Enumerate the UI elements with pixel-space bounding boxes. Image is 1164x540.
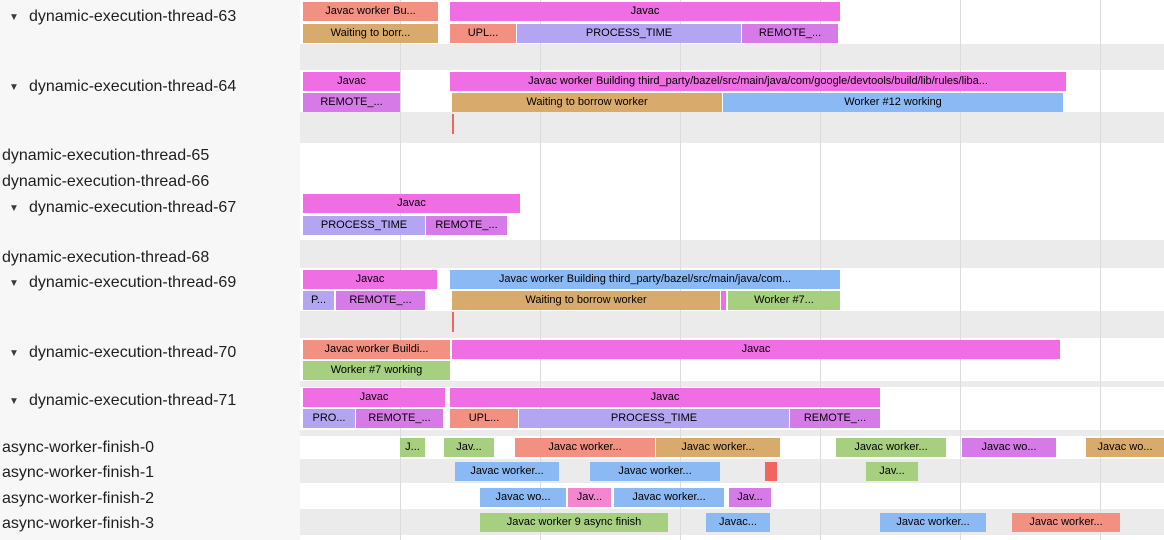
trace-slice[interactable]: Jav... bbox=[729, 488, 771, 507]
trace-slice[interactable]: Javac worker... bbox=[614, 488, 724, 507]
red-marker-slice[interactable] bbox=[452, 312, 454, 332]
trace-slice[interactable]: Javac bbox=[303, 194, 520, 213]
trace-slice[interactable]: Javac... bbox=[706, 513, 770, 532]
thread-row[interactable]: ▼ dynamic-execution-thread-70 bbox=[0, 343, 236, 363]
trace-slice[interactable]: REMOTE_... bbox=[742, 24, 838, 43]
collapse-arrow-icon[interactable]: ▼ bbox=[9, 395, 19, 407]
thread-name: dynamic-execution-thread-63 bbox=[29, 8, 237, 25]
thread-row[interactable]: async-worker-finish-3 bbox=[0, 514, 154, 534]
collapse-arrow-icon[interactable]: ▼ bbox=[9, 11, 19, 23]
trace-slice[interactable]: Javac worker Building third_party/bazel/… bbox=[450, 270, 840, 289]
trace-slice[interactable]: REMOTE_... bbox=[336, 291, 425, 310]
trace-slice[interactable]: Javac worker... bbox=[515, 438, 655, 457]
trace-slice[interactable]: Javac bbox=[303, 72, 400, 91]
trace-slice[interactable]: Javac worker... bbox=[455, 462, 559, 481]
trace-slice[interactable] bbox=[721, 291, 726, 310]
thread-name: async-worker-finish-0 bbox=[2, 439, 155, 456]
trace-slice[interactable]: Javac wo... bbox=[480, 488, 566, 507]
trace-slice[interactable]: Waiting to borr... bbox=[303, 24, 438, 43]
thread-row[interactable]: dynamic-execution-thread-66 bbox=[0, 172, 209, 192]
thread-name: dynamic-execution-thread-71 bbox=[29, 392, 237, 409]
collapse-arrow-icon[interactable]: ▼ bbox=[9, 277, 19, 289]
thread-row[interactable]: ▼ dynamic-execution-thread-71 bbox=[0, 391, 236, 411]
thread-name: async-worker-finish-1 bbox=[2, 464, 155, 481]
trace-slice[interactable]: Worker #12 working bbox=[723, 93, 1063, 112]
trace-slice[interactable]: Worker #7 working bbox=[303, 361, 450, 380]
collapse-arrow-icon[interactable]: ▼ bbox=[9, 81, 19, 93]
time-gridline bbox=[960, 0, 961, 540]
trace-slice[interactable]: Jav... bbox=[444, 438, 494, 457]
trace-slice[interactable]: Javac worker Buildi... bbox=[303, 340, 450, 359]
time-gridline bbox=[1100, 0, 1101, 540]
thread-name: async-worker-finish-2 bbox=[2, 490, 155, 507]
track-stripe bbox=[300, 459, 1164, 483]
thread-row[interactable]: ▼ dynamic-execution-thread-67 bbox=[0, 198, 236, 218]
track-stripe bbox=[300, 240, 1164, 268]
thread-name: dynamic-execution-thread-64 bbox=[29, 78, 237, 95]
collapse-arrow-icon[interactable]: ▼ bbox=[9, 347, 19, 359]
track-stripe bbox=[300, 381, 1164, 387]
track-stripe bbox=[300, 112, 1164, 143]
trace-slice[interactable]: Javac worker Building third_party/bazel/… bbox=[450, 72, 1066, 91]
thread-row[interactable]: ▼ dynamic-execution-thread-63 bbox=[0, 7, 236, 27]
trace-slice[interactable]: Javac worker... bbox=[656, 438, 780, 457]
trace-slice[interactable]: Javac worker... bbox=[880, 513, 986, 532]
trace-slice[interactable]: Jav... bbox=[866, 462, 918, 481]
thread-name: dynamic-execution-thread-70 bbox=[29, 344, 237, 361]
thread-row[interactable]: dynamic-execution-thread-65 bbox=[0, 146, 209, 166]
thread-label-panel: ▼ dynamic-execution-thread-63 ▼ dynamic-exe… bbox=[0, 0, 300, 540]
trace-slice[interactable]: Waiting to borrow worker bbox=[452, 93, 722, 112]
thread-name: dynamic-execution-thread-65 bbox=[2, 147, 210, 164]
trace-slice[interactable]: PROCESS_TIME bbox=[519, 409, 789, 428]
trace-slice[interactable]: PROCESS_TIME bbox=[517, 24, 741, 43]
thread-row[interactable]: ▼ dynamic-execution-thread-69 bbox=[0, 273, 236, 293]
trace-slice[interactable]: Javac bbox=[450, 2, 840, 21]
track-stripe bbox=[300, 430, 1164, 436]
trace-slice[interactable]: Worker #7... bbox=[728, 291, 840, 310]
thread-name: dynamic-execution-thread-66 bbox=[2, 173, 210, 190]
trace-slice[interactable]: Javac worker 9 async finish bbox=[480, 513, 668, 532]
track-stripe bbox=[300, 311, 1164, 338]
thread-name: dynamic-execution-thread-68 bbox=[2, 249, 210, 266]
thread-row[interactable]: async-worker-finish-1 bbox=[0, 463, 154, 483]
thread-name: dynamic-execution-thread-67 bbox=[29, 199, 237, 216]
thread-name: dynamic-execution-thread-69 bbox=[29, 274, 237, 291]
trace-slice[interactable]: Javac worker... bbox=[590, 462, 720, 481]
trace-slice[interactable]: Javac bbox=[303, 270, 437, 289]
red-marker-slice[interactable] bbox=[452, 114, 454, 134]
trace-slice[interactable]: Javac wo... bbox=[1086, 438, 1164, 457]
trace-slice[interactable]: PRO... bbox=[303, 409, 355, 428]
track-stripe bbox=[300, 44, 1164, 70]
trace-slice[interactable]: REMOTE_... bbox=[426, 216, 507, 235]
trace-slice[interactable]: Javac wo... bbox=[962, 438, 1056, 457]
trace-slice[interactable]: Javac worker... bbox=[1012, 513, 1120, 532]
trace-slice[interactable]: REMOTE_... bbox=[356, 409, 443, 428]
thread-row[interactable]: async-worker-finish-2 bbox=[0, 489, 154, 509]
trace-slice[interactable]: Javac bbox=[450, 388, 880, 407]
trace-slice[interactable]: REMOTE_... bbox=[790, 409, 880, 428]
trace-slice[interactable]: Javac bbox=[303, 388, 445, 407]
trace-slice[interactable]: J... bbox=[400, 438, 425, 457]
thread-row[interactable]: ▼ dynamic-execution-thread-64 bbox=[0, 77, 236, 97]
trace-slice[interactable]: UPL... bbox=[450, 24, 516, 43]
trace-slice[interactable]: Waiting to borrow worker bbox=[452, 291, 720, 310]
trace-slice[interactable]: Javac worker... bbox=[836, 438, 946, 457]
trace-slice[interactable]: Jav... bbox=[568, 488, 611, 507]
thread-row[interactable]: dynamic-execution-thread-68 bbox=[0, 248, 209, 268]
thread-name: async-worker-finish-3 bbox=[2, 515, 155, 532]
trace-slice[interactable]: P... bbox=[303, 291, 334, 310]
trace-slice[interactable]: Javac bbox=[452, 340, 1060, 359]
thread-row[interactable]: async-worker-finish-0 bbox=[0, 438, 154, 458]
trace-slice[interactable] bbox=[765, 462, 777, 481]
timeline-panel[interactable]: Javac worker Bu... Javac Waiting to borr..… bbox=[300, 0, 1164, 540]
collapse-arrow-icon[interactable]: ▼ bbox=[9, 202, 19, 214]
trace-slice[interactable]: Javac worker Bu... bbox=[303, 2, 438, 21]
trace-slice[interactable]: REMOTE_... bbox=[303, 93, 400, 112]
trace-slice[interactable]: PROCESS_TIME bbox=[303, 216, 425, 235]
trace-slice[interactable]: UPL... bbox=[450, 409, 518, 428]
